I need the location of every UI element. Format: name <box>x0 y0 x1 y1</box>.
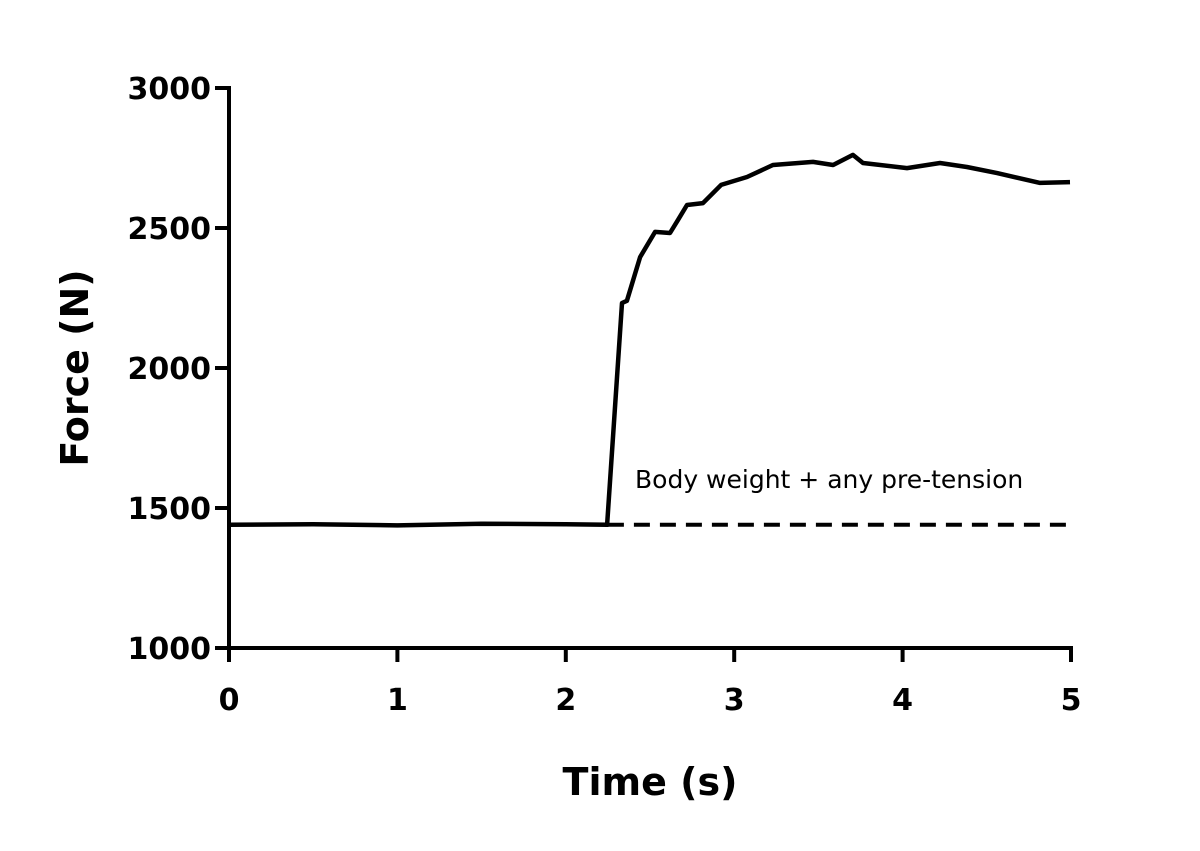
x-tick-label: 1 <box>387 683 408 718</box>
ticks: 0 1 2 3 4 5 1000 1500 2000 2500 3000 <box>128 72 1082 718</box>
x-tick-label: 4 <box>892 683 913 718</box>
y-tick-label: 1000 <box>128 632 212 667</box>
reference-line-label: Body weight + any pre-tension <box>635 465 1023 494</box>
x-axis-label: Time (s) <box>563 760 738 804</box>
y-tick-label: 2000 <box>128 352 212 387</box>
force-series-line <box>228 152 1071 528</box>
axes <box>227 86 1073 650</box>
x-tick-label: 3 <box>724 683 745 718</box>
x-tick-label: 5 <box>1061 683 1082 718</box>
x-tick-label: 0 <box>219 683 240 718</box>
x-tick-label: 2 <box>555 683 576 718</box>
y-axis-label: Force (N) <box>53 269 97 466</box>
y-tick-label: 3000 <box>128 72 212 107</box>
y-tick-label: 2500 <box>128 212 212 247</box>
y-tick-label: 1500 <box>128 492 212 527</box>
